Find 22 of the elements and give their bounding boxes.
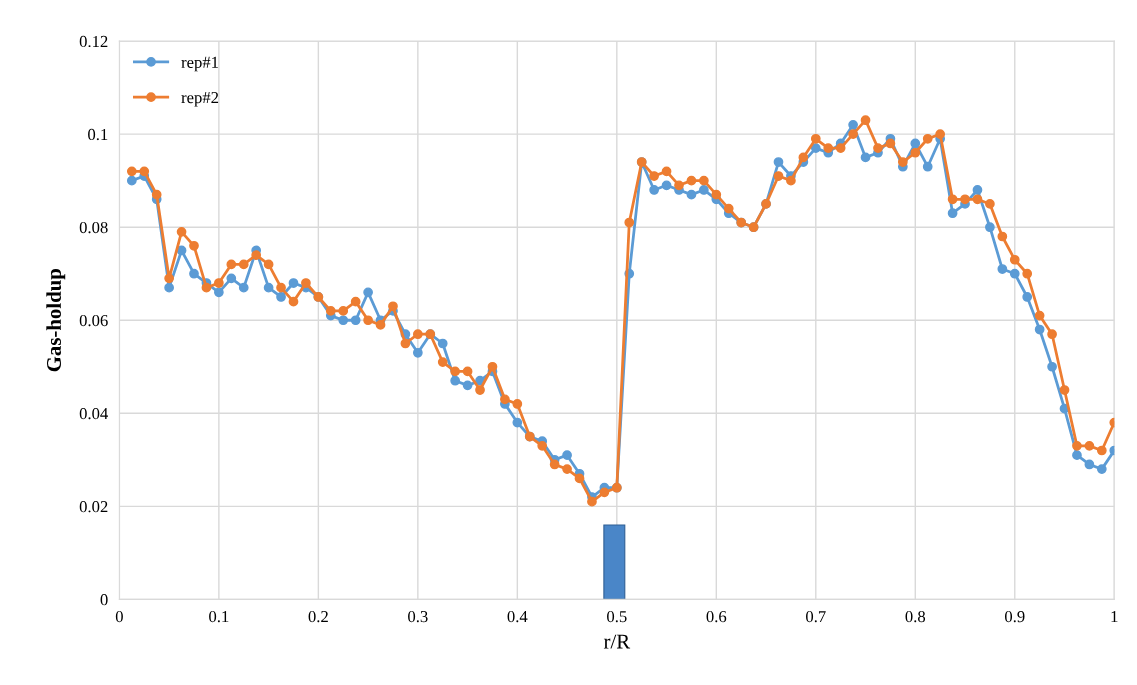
- x-tick-label: 1: [1111, 611, 1118, 623]
- x-tick-label: 0.5: [607, 610, 627, 623]
- legend-label: rep#1: [181, 56, 218, 72]
- y-tick-label: 0.06: [79, 314, 108, 327]
- legend-label: rep#2: [181, 91, 219, 107]
- x-tick-label: 0.1: [209, 610, 229, 623]
- x-tick-label: 0.8: [905, 610, 926, 623]
- x-tick-label: 0.3: [408, 610, 428, 623]
- y-tick-label: 0.08: [79, 221, 108, 234]
- x-axis-title: r/R: [603, 634, 631, 649]
- y-tick-label: 0.02: [79, 501, 108, 513]
- y-tick-label: 0.04: [79, 407, 109, 420]
- x-tick-label: 0.6: [706, 610, 727, 623]
- y-tick-label: 0.1: [88, 128, 108, 141]
- x-tick-label: 0.9: [1004, 610, 1025, 623]
- x-tick-label: 0.7: [806, 610, 826, 623]
- y-tick-label: 0: [100, 594, 108, 606]
- x-tick-label: 0.2: [308, 610, 328, 623]
- y-axis-title: Gas-holdup: [46, 268, 66, 372]
- x-tick-label: 0.4: [507, 610, 528, 623]
- x-tick-label: 0: [115, 610, 123, 623]
- y-tick-label: 0.12: [79, 35, 108, 48]
